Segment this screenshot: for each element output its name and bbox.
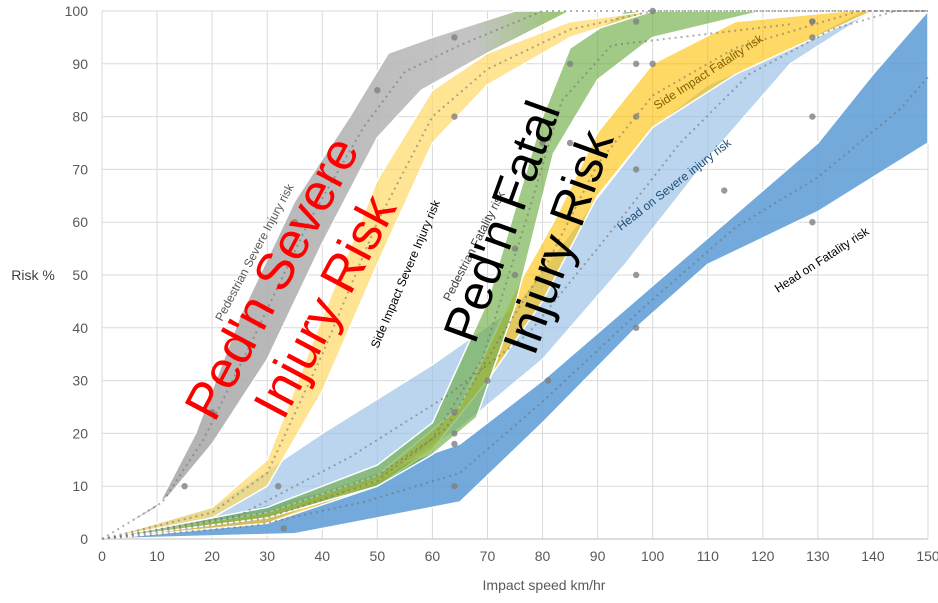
data-point [291, 219, 298, 226]
data-point [544, 377, 552, 384]
trend-line-4 [101, 10, 928, 540]
data-point [451, 430, 458, 437]
y-tick-label: 10 [72, 478, 88, 494]
y-tick-label: 30 [72, 373, 88, 389]
data-point [208, 409, 216, 416]
trend-line-2 [101, 10, 928, 540]
axes: 0 10 20 30 40 50 60 70 80 90 100 110 120 130 140 150 0 10… [65, 3, 938, 564]
data-point [632, 324, 640, 331]
data-point [566, 139, 574, 147]
band-5 [101, 10, 928, 540]
x-tick-label: 80 [535, 548, 551, 564]
y-tick-label: 60 [72, 214, 88, 230]
x-tick-label: 70 [480, 548, 496, 564]
x-tick-label: 60 [425, 548, 441, 564]
x-tick-label: 10 [149, 548, 165, 564]
trend-line-5 [101, 10, 928, 540]
label-head-fatal: Head on Fatality risk [772, 224, 872, 296]
trend-lines [101, 10, 929, 540]
x-tick-label: 140 [861, 548, 885, 564]
y-tick-label: 40 [72, 320, 88, 336]
data-point [632, 113, 640, 120]
data-point [451, 483, 458, 490]
data-point [181, 483, 188, 490]
x-tick-label: 110 [697, 548, 720, 564]
data-point [809, 18, 816, 25]
data-point [632, 18, 640, 25]
data-point [632, 60, 640, 67]
data-point [511, 271, 519, 279]
data-point [280, 525, 287, 532]
data-point [511, 245, 519, 252]
data-point [451, 440, 458, 448]
data-point [539, 139, 546, 147]
data-point [649, 60, 656, 67]
band-4 [101, 10, 928, 540]
y-axis-title: Risk % [11, 267, 55, 283]
x-tick-label: 100 [641, 548, 665, 564]
data-point [451, 34, 458, 41]
data-point [484, 377, 491, 384]
data-points [181, 7, 816, 532]
x-tick-label: 90 [590, 548, 606, 564]
data-point [809, 219, 816, 226]
data-point [632, 271, 640, 279]
y-tick-label: 20 [72, 425, 88, 441]
y-tick-label: 80 [72, 109, 88, 125]
data-point [566, 60, 574, 67]
data-point [809, 34, 816, 41]
y-tick-label: 50 [72, 267, 88, 283]
data-point [809, 113, 816, 120]
trend-line-3 [101, 23, 791, 540]
x-tick-label: 130 [806, 548, 830, 564]
x-tick-label: 150 [916, 548, 938, 564]
y-tick-label: 90 [72, 56, 88, 72]
x-tick-label: 40 [314, 548, 330, 564]
data-point [451, 409, 458, 416]
y-tick-label: 70 [72, 161, 88, 177]
y-tick-label: 0 [80, 531, 88, 547]
data-point [721, 187, 728, 194]
data-point [649, 7, 656, 15]
x-tick-label: 120 [751, 548, 775, 564]
x-tick-label: 30 [259, 548, 275, 564]
x-tick-label: 50 [370, 548, 386, 564]
x-tick-label: 20 [204, 548, 220, 564]
x-axis-title: Impact speed km/hr [483, 577, 606, 593]
trend-line-1 [101, 10, 928, 540]
data-point [632, 166, 640, 173]
x-tick-label: 0 [98, 548, 106, 564]
data-point [275, 483, 282, 490]
data-point [451, 113, 458, 120]
data-point [374, 87, 381, 94]
y-tick-label: 100 [65, 3, 89, 19]
